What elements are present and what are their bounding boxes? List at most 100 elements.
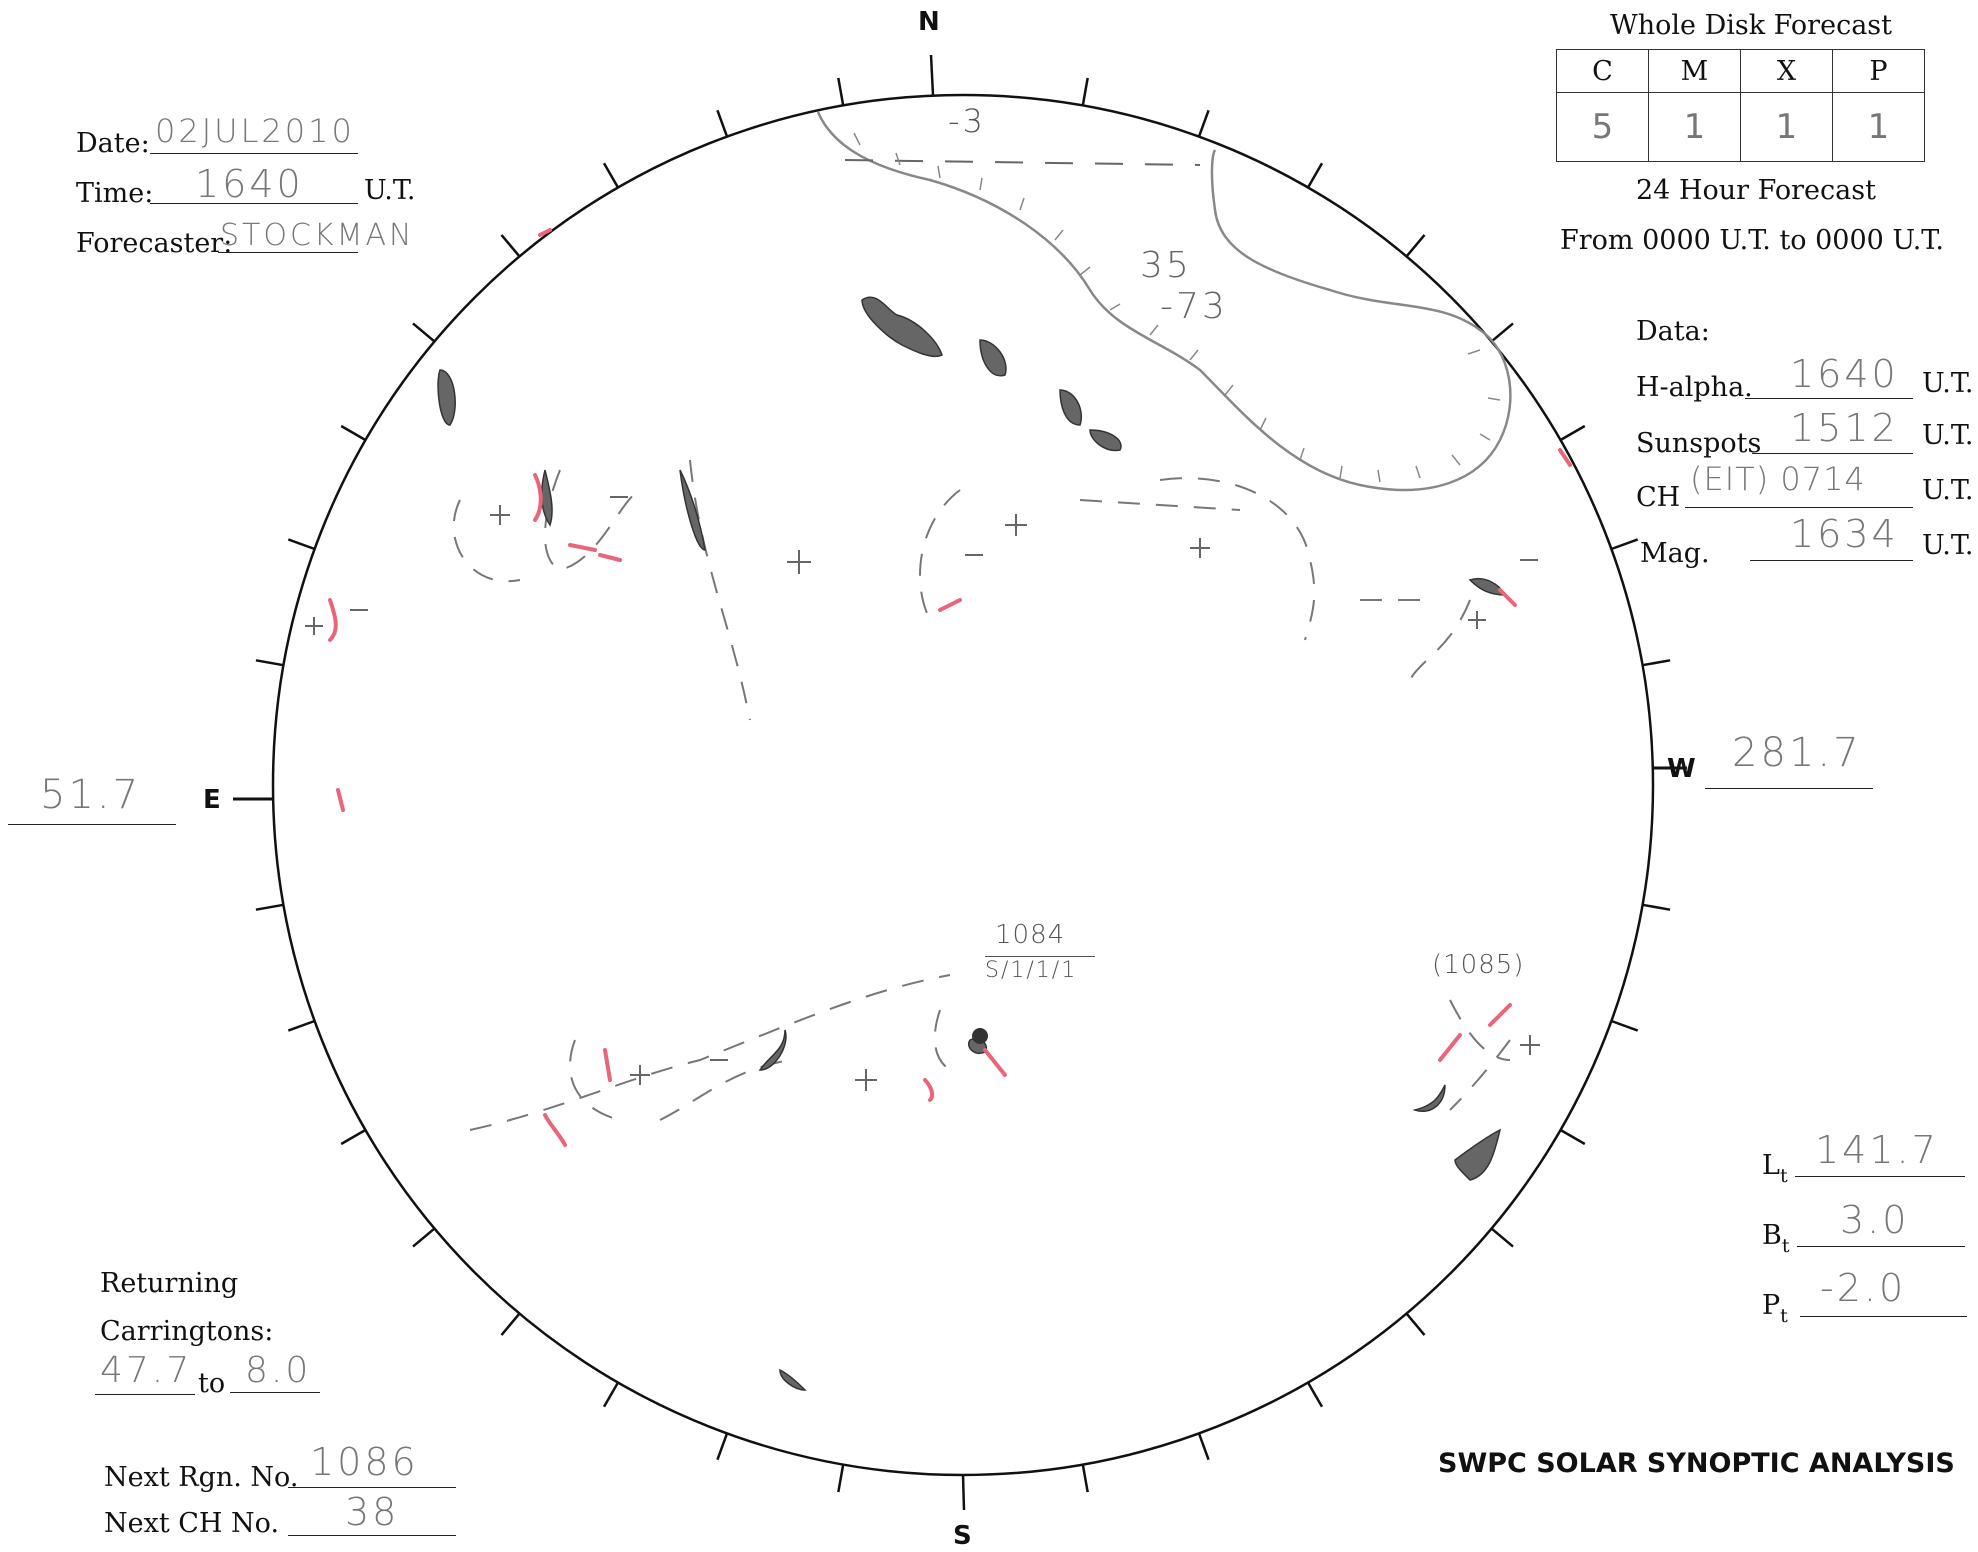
disk-tick-marks bbox=[255, 54, 1671, 1511]
bt-sub: t bbox=[1781, 1235, 1790, 1257]
disk-tick bbox=[1081, 77, 1089, 106]
east-label: E bbox=[203, 785, 221, 815]
forecaster-underline bbox=[218, 252, 358, 253]
halpha-label: H-alpha. bbox=[1636, 372, 1753, 403]
east-underline bbox=[8, 824, 176, 825]
carringtons-label: Carringtons: bbox=[100, 1316, 274, 1347]
filaments bbox=[437, 296, 1507, 1391]
time-value: 1640 bbox=[195, 162, 304, 206]
time-unit: U.T. bbox=[364, 175, 416, 206]
forecast-table: C M X P 5 1 1 1 bbox=[1556, 49, 1925, 162]
bt-underline bbox=[1797, 1246, 1965, 1247]
disk-tick bbox=[602, 162, 620, 189]
mag-label: Mag. bbox=[1640, 538, 1710, 569]
halpha-underline bbox=[1745, 398, 1913, 399]
disk-tick bbox=[1490, 322, 1514, 343]
forecast-subtitle: 24 Hour Forecast bbox=[1636, 175, 1876, 206]
forecast-val-m: 1 bbox=[1648, 92, 1741, 162]
pt-letter: P bbox=[1762, 1290, 1781, 1321]
disk-tick bbox=[500, 234, 521, 258]
north-label: N bbox=[918, 7, 940, 37]
forecaster-value: STOCKMAN bbox=[220, 218, 415, 253]
disk-tick bbox=[1490, 1227, 1514, 1248]
disk-tick bbox=[1610, 538, 1639, 551]
plage-regions bbox=[328, 228, 1572, 1147]
forecast-val-c: 5 bbox=[1556, 92, 1649, 162]
next-rgn-label: Next Rgn. No. bbox=[104, 1462, 299, 1493]
sunspot bbox=[972, 1028, 988, 1044]
date-value: 02JUL2010 bbox=[155, 112, 355, 150]
forecast-col-x: X bbox=[1740, 49, 1833, 93]
lt-underline bbox=[1795, 1176, 1965, 1177]
disk-tick bbox=[500, 1312, 521, 1336]
sunspots-label: Sunspots bbox=[1636, 428, 1762, 459]
bt-label: Bt bbox=[1762, 1220, 1789, 1257]
forecast-col-m: M bbox=[1648, 49, 1741, 93]
pt-label: Pt bbox=[1762, 1290, 1788, 1327]
coronal-hole-boundary bbox=[816, 111, 1512, 492]
lt-letter: L bbox=[1762, 1150, 1780, 1181]
date-label: Date: bbox=[76, 128, 150, 159]
disk-tick bbox=[1610, 1019, 1639, 1032]
bt-letter: B bbox=[1762, 1220, 1782, 1251]
pt-sub: t bbox=[1780, 1305, 1788, 1327]
north-tick bbox=[929, 54, 935, 96]
footer-title: SWPC SOLAR SYNOPTIC ANALYSIS bbox=[1438, 1448, 1955, 1479]
forecast-range: From 0000 U.T. to 0000 U.T. bbox=[1560, 225, 1944, 256]
disk-tick bbox=[255, 659, 284, 667]
region-1085-number: (1085) bbox=[1432, 950, 1525, 980]
disk-tick bbox=[716, 1432, 729, 1461]
ch-annotation-3: -73 bbox=[1160, 286, 1228, 327]
time-label: Time: bbox=[76, 178, 154, 209]
disk-tick bbox=[1306, 1381, 1324, 1408]
disk-tick bbox=[412, 1227, 436, 1248]
next-rgn-value: 1086 bbox=[310, 1440, 419, 1484]
neutral-line bbox=[844, 159, 1201, 166]
disk-tick bbox=[837, 1464, 845, 1493]
disk-tick bbox=[1197, 1432, 1210, 1461]
pt-value: -2.0 bbox=[1820, 1266, 1907, 1310]
east-value: 51.7 bbox=[40, 772, 142, 818]
disk-tick bbox=[1559, 424, 1586, 442]
ch-annotation-2: 35 bbox=[1140, 245, 1192, 286]
west-underline bbox=[1705, 788, 1873, 789]
forecast-title: Whole Disk Forecast bbox=[1610, 10, 1892, 41]
data-heading: Data: bbox=[1636, 316, 1710, 347]
returning-to-underline bbox=[230, 1392, 320, 1393]
neutral-lines-south bbox=[469, 974, 1511, 1131]
forecast-col-p: P bbox=[1832, 49, 1925, 93]
returning-to-label: to bbox=[198, 1368, 226, 1399]
disk-tick bbox=[1197, 109, 1210, 138]
west-label: W bbox=[1667, 754, 1696, 784]
next-ch-label: Next CH No. bbox=[104, 1508, 280, 1539]
disk-tick bbox=[837, 77, 845, 106]
returning-from-value: 47.7 bbox=[100, 1350, 193, 1391]
lt-value: 141.7 bbox=[1815, 1128, 1939, 1172]
bt-value: 3.0 bbox=[1840, 1198, 1910, 1242]
solar-disk bbox=[271, 93, 1655, 1477]
date-underline bbox=[150, 153, 358, 154]
lt-sub: t bbox=[1779, 1165, 1788, 1187]
neutral-lines-north bbox=[452, 459, 1471, 721]
returning-to-value: 8.0 bbox=[245, 1350, 312, 1391]
disk-tick bbox=[340, 424, 367, 442]
returning-from-underline bbox=[95, 1394, 195, 1395]
disk-tick bbox=[1642, 659, 1671, 667]
halpha-unit: U.T. bbox=[1922, 368, 1974, 399]
next-ch-underline bbox=[288, 1535, 456, 1536]
pt-underline bbox=[1800, 1316, 1967, 1317]
forecaster-label: Forecaster: bbox=[76, 228, 233, 259]
ch-underline bbox=[1685, 507, 1913, 508]
mag-value: 1634 bbox=[1790, 512, 1899, 556]
disk-tick bbox=[1559, 1128, 1586, 1146]
ch-value: (EIT) 0714 bbox=[1690, 460, 1866, 498]
sunspots-value: 1512 bbox=[1790, 406, 1899, 450]
mag-unit: U.T. bbox=[1922, 530, 1974, 561]
coronal-hole-hatching bbox=[853, 132, 1501, 483]
disk-tick bbox=[1405, 234, 1426, 258]
disk-tick bbox=[602, 1381, 620, 1408]
forecast-val-x: 1 bbox=[1740, 92, 1833, 162]
disk-tick bbox=[287, 538, 316, 551]
next-ch-value: 38 bbox=[345, 1490, 400, 1534]
disk-tick bbox=[1081, 1464, 1089, 1493]
